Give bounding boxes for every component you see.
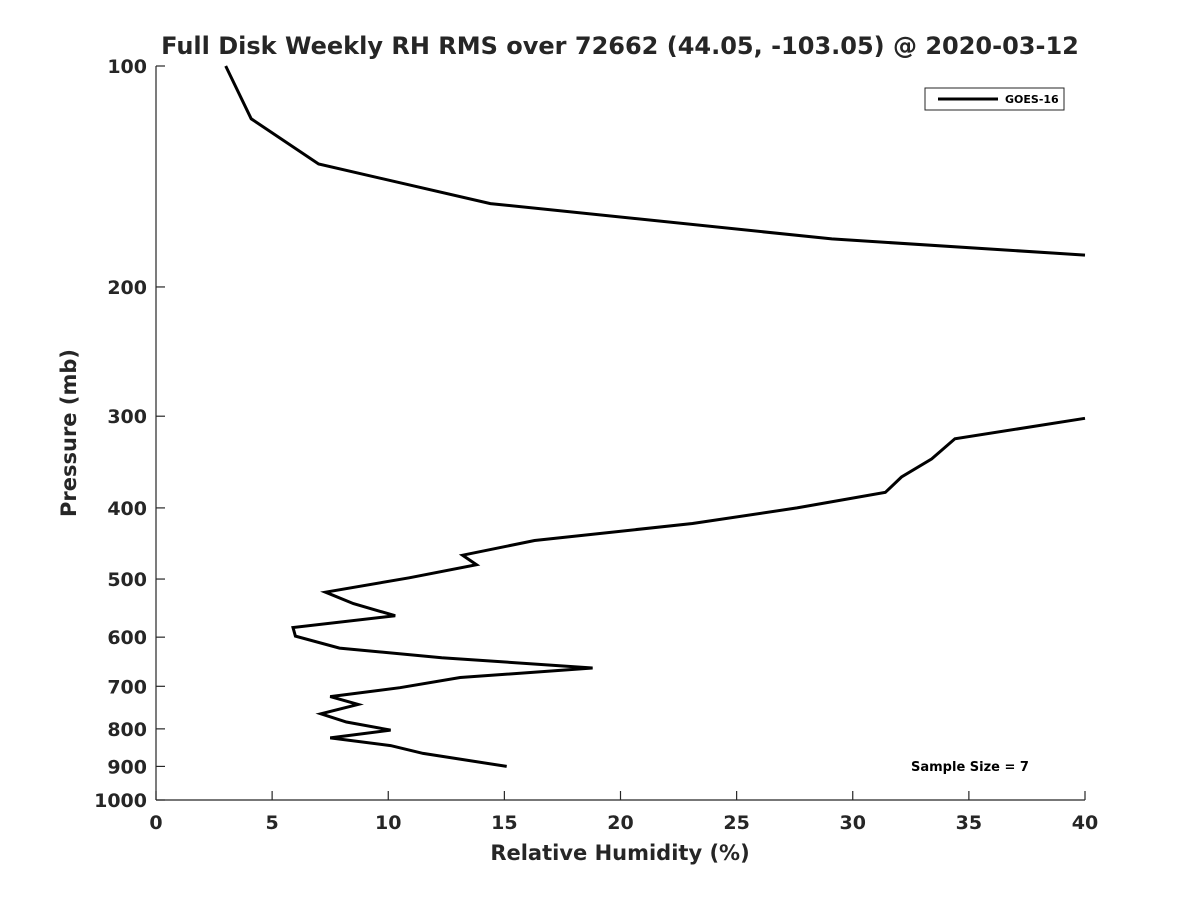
y-tick-label: 800 (107, 719, 147, 741)
x-axis-ticks: 0 5 10 15 20 25 30 35 40 (149, 791, 1098, 834)
y-tick-label: 1000 (94, 790, 147, 812)
legend-entry-goes-16: GOES-16 (1005, 93, 1059, 106)
y-tick-label: 400 (107, 498, 147, 520)
x-tick-label: 15 (491, 812, 517, 834)
plot-area: 0 5 10 15 20 25 30 35 40 100 200 300 400 500 600 700 80… (94, 56, 1098, 834)
y-tick-label: 300 (107, 406, 147, 428)
x-tick-label: 10 (375, 812, 401, 834)
y-tick-label: 500 (107, 569, 147, 591)
legend: GOES-16 (925, 88, 1064, 110)
y-tick-label: 200 (107, 277, 147, 299)
y-tick-label: 600 (107, 627, 147, 649)
y-tick-label: 900 (107, 756, 147, 778)
x-tick-label: 20 (607, 812, 633, 834)
y-axis-label: Pressure (mb) (57, 349, 81, 517)
x-tick-label: 5 (266, 812, 279, 834)
series-line-goes-16 (293, 418, 1085, 766)
y-tick-label: 100 (107, 56, 147, 78)
sample-size-annotation: Sample Size = 7 (911, 760, 1029, 775)
x-axis-label: Relative Humidity (%) (490, 841, 749, 865)
x-tick-label: 25 (723, 812, 749, 834)
x-tick-label: 40 (1072, 812, 1098, 834)
chart-title: Full Disk Weekly RH RMS over 72662 (44.0… (161, 32, 1079, 60)
series-layer (226, 66, 1086, 767)
y-axis-ticks: 100 200 300 400 500 600 700 800 900 1000 (94, 56, 165, 812)
x-tick-label: 35 (956, 812, 982, 834)
x-tick-label: 30 (840, 812, 866, 834)
x-tick-label: 0 (149, 812, 162, 834)
y-tick-label: 700 (107, 676, 147, 698)
